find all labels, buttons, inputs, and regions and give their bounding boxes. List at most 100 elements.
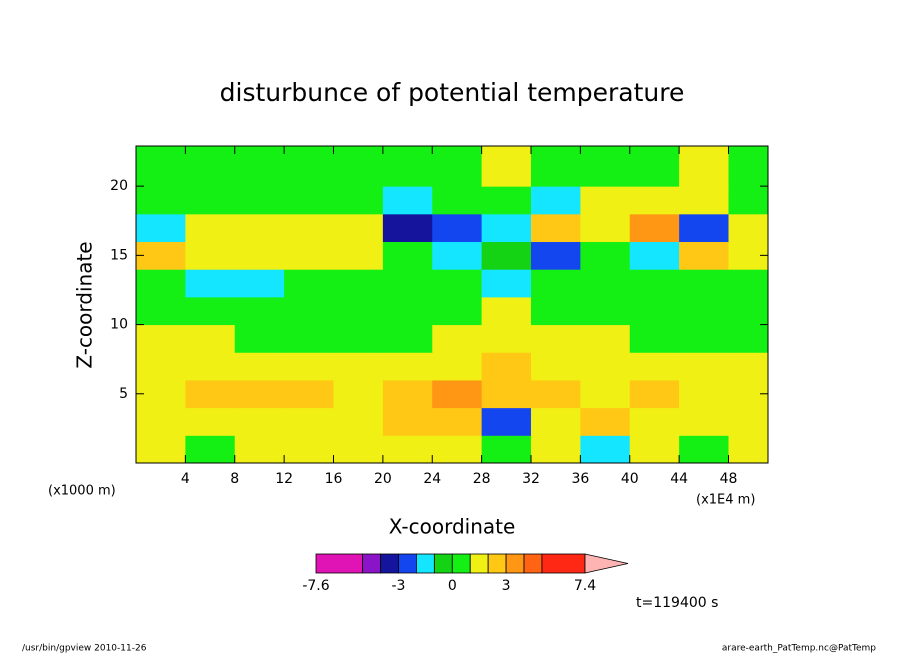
field-cell bbox=[679, 146, 729, 187]
field-cell bbox=[531, 241, 581, 270]
field-cell bbox=[234, 186, 285, 215]
field-cell bbox=[432, 213, 483, 243]
x-unit-note: (x1000 m) bbox=[48, 484, 116, 499]
field-cell bbox=[531, 269, 581, 298]
field-cell bbox=[382, 407, 433, 436]
field-cell bbox=[333, 269, 384, 298]
colorbar-tick-label: -7.6 bbox=[302, 578, 329, 594]
field-cell bbox=[185, 269, 236, 298]
field-cell bbox=[185, 146, 236, 187]
field-cell bbox=[679, 324, 729, 353]
field-cell bbox=[679, 379, 729, 409]
field-cell bbox=[679, 407, 729, 436]
field-cell bbox=[481, 324, 532, 353]
field-cell bbox=[185, 324, 236, 353]
field-cell bbox=[382, 352, 433, 381]
field-cell bbox=[728, 213, 768, 243]
field-cell bbox=[185, 407, 236, 436]
field-cell bbox=[629, 379, 680, 409]
field-cell bbox=[481, 241, 532, 270]
field-cell bbox=[531, 352, 581, 381]
field-cell bbox=[234, 379, 285, 409]
x-scale-note: (x1E4 m) bbox=[696, 493, 755, 508]
field-cell bbox=[679, 186, 729, 215]
colorbar-band bbox=[416, 553, 435, 574]
field-cell bbox=[333, 324, 384, 353]
colorbar-band bbox=[451, 553, 471, 574]
field-cell bbox=[679, 296, 729, 326]
x-tick-label: 40 bbox=[621, 471, 639, 487]
colorbar-tick-label: 7.4 bbox=[574, 578, 596, 594]
field-cell bbox=[481, 296, 532, 326]
footer-right: arare-earth_PatTemp.nc@PatTemp bbox=[722, 644, 876, 654]
field-cell bbox=[728, 296, 768, 326]
field-cell bbox=[234, 146, 285, 187]
field-cell bbox=[580, 241, 631, 270]
field-cell bbox=[629, 241, 680, 270]
time-label: t=119400 s bbox=[636, 595, 718, 611]
field-cell bbox=[284, 352, 334, 381]
field-cell bbox=[629, 352, 680, 381]
field-cell bbox=[136, 352, 186, 381]
y-tick-label: 20 bbox=[110, 178, 128, 194]
x-axis-label: X-coordinate bbox=[389, 515, 516, 539]
y-tick-label: 15 bbox=[110, 247, 128, 263]
field-cell bbox=[284, 296, 334, 326]
field-cell bbox=[185, 296, 236, 326]
field-cell bbox=[284, 213, 334, 243]
colorbar-tick-label: 0 bbox=[448, 578, 457, 594]
field-cell bbox=[382, 379, 433, 409]
field-cell bbox=[728, 407, 768, 436]
field-cell bbox=[333, 146, 384, 187]
field-cell bbox=[185, 186, 236, 215]
field-cell bbox=[432, 324, 483, 353]
field-cell bbox=[185, 213, 236, 243]
field-cell bbox=[284, 324, 334, 353]
field-cell bbox=[432, 269, 483, 298]
field-cell bbox=[136, 241, 186, 270]
field-cell bbox=[432, 186, 483, 215]
field-cell bbox=[284, 435, 334, 463]
field-cell bbox=[136, 296, 186, 326]
colorbar-tick-label: -3 bbox=[392, 578, 406, 594]
field-cell bbox=[629, 186, 680, 215]
field-cell bbox=[284, 241, 334, 270]
field-cell bbox=[531, 213, 581, 243]
y-axis-label: Z-coordinate bbox=[73, 241, 97, 368]
y-tick-label: 10 bbox=[110, 317, 128, 333]
field-cell bbox=[679, 213, 729, 243]
field-cell bbox=[531, 146, 581, 187]
field-cell bbox=[629, 435, 680, 463]
field-cell bbox=[136, 269, 186, 298]
field-cell bbox=[382, 146, 433, 187]
field-cell bbox=[580, 324, 631, 353]
field-cell bbox=[481, 407, 532, 436]
field-cell bbox=[284, 379, 334, 409]
field-cell bbox=[728, 435, 768, 463]
colorbar-band bbox=[433, 553, 453, 574]
field-cell bbox=[679, 241, 729, 270]
chart-title: disturbunce of potential temperature bbox=[220, 78, 685, 107]
field-cell bbox=[481, 213, 532, 243]
colorbar-band bbox=[541, 553, 586, 574]
field-cell bbox=[481, 146, 532, 187]
field-cell bbox=[728, 324, 768, 353]
x-tick-label: 36 bbox=[571, 471, 589, 487]
field-cell bbox=[284, 269, 334, 298]
field-cell bbox=[234, 269, 285, 298]
field-cell bbox=[728, 146, 768, 187]
field-cell bbox=[333, 379, 384, 409]
field-cell bbox=[531, 324, 581, 353]
field-cell bbox=[531, 407, 581, 436]
field-cell bbox=[333, 241, 384, 270]
field-cell bbox=[580, 379, 631, 409]
field-cell bbox=[580, 352, 631, 381]
field-cell bbox=[284, 146, 334, 187]
field-cell bbox=[284, 407, 334, 436]
field-cell bbox=[432, 146, 483, 187]
field-cell bbox=[728, 352, 768, 381]
field-cell bbox=[432, 407, 483, 436]
field-cell bbox=[432, 296, 483, 326]
